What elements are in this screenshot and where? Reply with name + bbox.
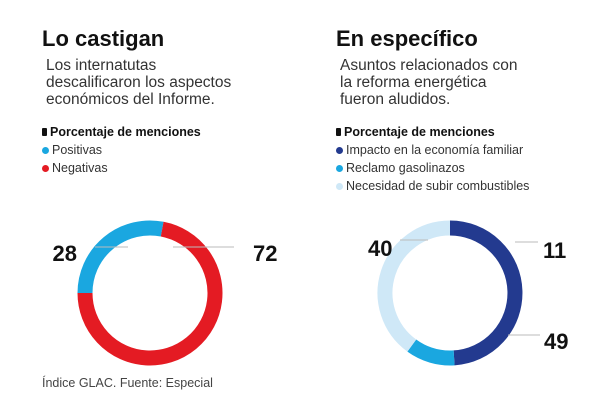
dot-icon bbox=[42, 146, 49, 154]
legend: Porcentaje de menciones Impacto en la ec… bbox=[336, 123, 529, 195]
legend-item: Impacto en la economía familiar bbox=[336, 141, 529, 159]
chart-subtitle: Asuntos relacionados con la reforma ener… bbox=[340, 57, 518, 108]
legend-item-label: Necesidad de subir combustibles bbox=[346, 179, 530, 193]
legend-item-label: Impacto en la economía familiar bbox=[346, 143, 524, 157]
square-bullet-icon bbox=[42, 128, 47, 136]
legend-item-label: Positivas bbox=[52, 143, 103, 157]
dot-icon bbox=[336, 164, 343, 172]
data-label: 49 bbox=[544, 329, 568, 354]
donut-slice bbox=[77, 220, 164, 294]
data-label: 72 bbox=[253, 241, 277, 266]
chart-title: Lo castigan bbox=[42, 26, 165, 51]
data-label: 40 bbox=[368, 236, 392, 261]
donut-slice bbox=[77, 221, 223, 366]
legend-item-label: Negativas bbox=[52, 161, 108, 175]
donut-chart: 40 11 49 bbox=[368, 220, 568, 366]
source-note: Índice GLAC. Fuente: Especial bbox=[42, 376, 213, 390]
chart-title: En específico bbox=[336, 26, 478, 51]
legend-header: Porcentaje de menciones bbox=[42, 123, 201, 141]
chart-panel-left: Lo castigan Los internatutas descalifica… bbox=[0, 0, 300, 414]
donut-chart: 28 72 bbox=[53, 220, 277, 366]
legend-item: Negativas bbox=[42, 159, 201, 177]
data-label: 28 bbox=[53, 241, 77, 266]
legend-item: Reclamo gasolinazos bbox=[336, 159, 529, 177]
dot-icon bbox=[336, 146, 343, 154]
chart-subtitle: Los internatutas descalificaron los aspe… bbox=[46, 57, 232, 108]
dot-icon bbox=[336, 182, 343, 190]
legend: Porcentaje de menciones Positivas Negati… bbox=[42, 123, 201, 177]
square-bullet-icon bbox=[336, 128, 341, 136]
donut-slice bbox=[449, 220, 523, 366]
donut-slice bbox=[377, 220, 451, 352]
data-label: 11 bbox=[543, 238, 566, 263]
legend-header-label: Porcentaje de menciones bbox=[344, 125, 495, 139]
dot-icon bbox=[42, 164, 49, 172]
legend-item-label: Reclamo gasolinazos bbox=[346, 161, 465, 175]
donut-slice bbox=[407, 339, 455, 366]
legend-item: Positivas bbox=[42, 141, 201, 159]
legend-header-label: Porcentaje de menciones bbox=[50, 125, 201, 139]
chart-panel-right: En específico Asuntos relacionados con l… bbox=[300, 0, 600, 414]
legend-item: Necesidad de subir combustibles bbox=[336, 177, 529, 195]
legend-header: Porcentaje de menciones bbox=[336, 123, 529, 141]
